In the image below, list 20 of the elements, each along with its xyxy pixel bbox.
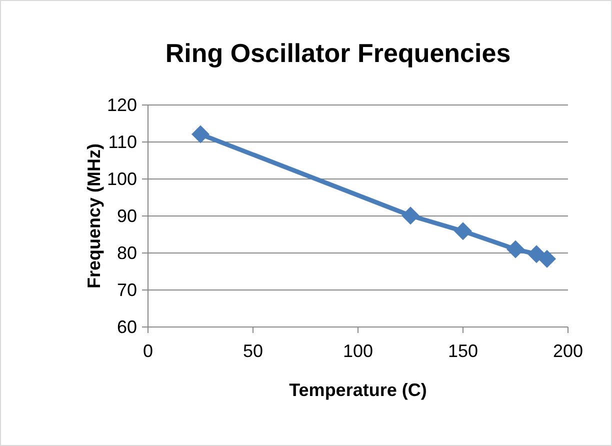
point xyxy=(506,240,524,258)
x-tick-label: 0 xyxy=(142,341,154,361)
point xyxy=(454,222,472,240)
x-tick-label: 100 xyxy=(342,341,374,361)
y-tick-label: 60 xyxy=(116,317,137,337)
x-tick-label: 200 xyxy=(552,341,584,361)
x-tick-label: 150 xyxy=(448,341,478,361)
y-tick-label: 110 xyxy=(108,132,137,152)
chart-title: Ring Oscillator Frequencies xyxy=(165,38,511,68)
y-tick-label: 70 xyxy=(116,280,137,300)
x-axis-title: Temperature (C) xyxy=(289,380,427,400)
point xyxy=(192,125,210,144)
y-tick-label: 80 xyxy=(116,243,137,263)
point xyxy=(402,206,420,225)
y-tick-label: 90 xyxy=(116,206,137,226)
y-axis-title: Frequency (MHz) xyxy=(84,143,104,289)
y-tick-label: 100 xyxy=(106,169,137,189)
y-tick-label: 120 xyxy=(106,95,137,115)
x-tick-label: 50 xyxy=(242,341,264,361)
point xyxy=(538,250,556,268)
